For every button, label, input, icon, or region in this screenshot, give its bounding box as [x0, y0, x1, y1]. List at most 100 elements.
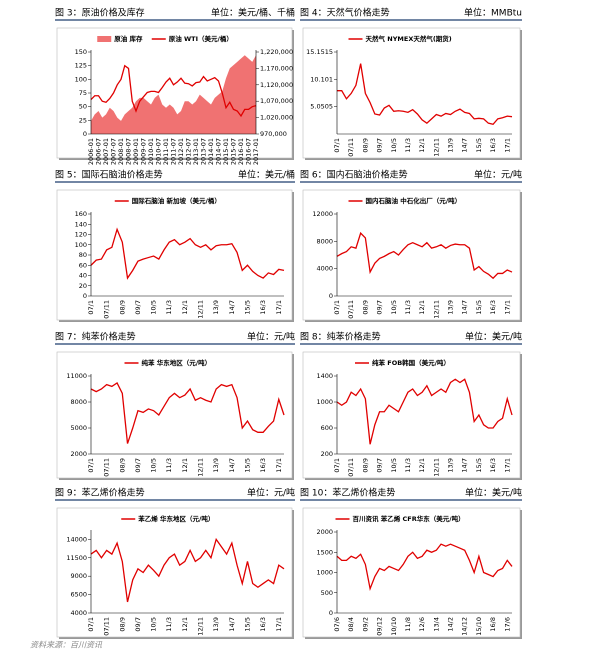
legend-label: 纯苯 FOB韩国（美元/吨）: [372, 358, 450, 367]
figure-unit: 单位：元/吨: [247, 487, 295, 499]
line: [336, 543, 513, 592]
y-tick-label: 0: [83, 292, 87, 300]
x-tick-label: 2010-01: [147, 138, 155, 165]
figure-title: 图 10：苯乙烯价格走势: [300, 487, 395, 499]
x-tick-label: 11/3: [404, 138, 412, 153]
x-tick-label: 14/7: [461, 300, 469, 315]
y-tick-label: 1,020,000: [260, 114, 293, 122]
x-tick-label: 12/11: [197, 300, 205, 319]
x-tick-label: 14/7: [461, 138, 469, 153]
panel: [56, 507, 293, 638]
y-tick-label: 1000: [316, 398, 333, 406]
y-tick-label: 150: [75, 48, 87, 56]
y-tick-label: 2000: [316, 528, 333, 536]
figure-title: 图 9：苯乙烯价格走势: [55, 487, 145, 499]
y-tick-label: 14000: [66, 535, 87, 543]
x-tick-label: 2007-07: [110, 138, 118, 165]
x-tick-label: 12/1: [181, 300, 189, 315]
x-tick-label: 07/1: [333, 300, 341, 315]
figure-unit: 单位：美元/吨: [465, 487, 522, 499]
figure-unit: 单位：MMBtu: [464, 7, 522, 19]
x-tick-label: 09/7: [134, 617, 142, 632]
legend-label: 原油 库存: [114, 34, 143, 43]
x-tick-label: 2011-07: [170, 138, 178, 165]
x-tick-label: 10/10: [390, 617, 398, 636]
x-tick-label: 2014-07: [215, 138, 223, 165]
line: [90, 64, 257, 118]
x-tick-label: 09/7: [376, 138, 384, 153]
x-tick-label: 2013-07: [200, 138, 208, 165]
x-tick-label: 12/11: [432, 138, 440, 157]
x-tick-label: 07/1: [333, 458, 341, 473]
x-tick-label: 08/9: [118, 617, 126, 632]
x-tick-label: 16/3: [489, 458, 497, 473]
y-tick-label: 0: [329, 609, 333, 617]
x-tick-label: 15/5: [243, 617, 251, 632]
y-tick-label: 75: [79, 89, 87, 97]
y-tick-label: 125: [75, 62, 87, 70]
y-tick-label: 6500: [70, 591, 87, 599]
x-tick-label: 08/9: [118, 458, 126, 473]
legend-label: 纯苯 华东地区（元/吨）: [142, 358, 212, 367]
x-tick-label: 16/3: [489, 138, 497, 153]
x-tick-label: 07/1: [87, 300, 95, 315]
y-tick-label: 5.0505: [310, 103, 333, 111]
y-tick-label: 4000: [70, 609, 87, 617]
y-tick-label: 600: [321, 424, 333, 432]
x-tick-label: 10/5: [390, 300, 398, 315]
x-tick-label: 17/1: [275, 458, 283, 473]
x-tick-label: 12/1: [418, 138, 426, 153]
x-tick-label: 13/9: [447, 458, 455, 473]
y-tick-label: 80: [79, 251, 87, 259]
y-tick-label: 100: [75, 241, 87, 249]
x-tick-label: 2015-01: [222, 138, 230, 165]
x-tick-label: 15/5: [243, 458, 251, 473]
x-tick-label: 07/1: [333, 138, 341, 153]
x-tick-label: 11/3: [165, 458, 173, 473]
figure-unit: 单位：元/吨: [474, 169, 522, 181]
figure-title: 图 4：天然气价格走势: [300, 7, 390, 19]
line: [337, 63, 513, 125]
x-tick-label: 2012-07: [185, 138, 193, 165]
x-tick-label: 2006-01: [87, 138, 95, 165]
x-tick-label: 12/11: [432, 458, 440, 477]
y-tick-label: 100: [75, 75, 87, 83]
x-tick-label: 14/7: [228, 458, 236, 473]
y-tick-label: 140: [75, 220, 87, 228]
x-tick-label: 12/6: [418, 617, 426, 632]
y-tick-label: 1,070,000: [260, 97, 293, 105]
x-tick-label: 16/3: [259, 617, 267, 632]
x-tick-label: 17/1: [275, 617, 283, 632]
area: [91, 55, 256, 134]
y-tick-label: 11000: [66, 372, 87, 380]
line: [336, 378, 513, 445]
x-tick-label: 08/9: [361, 300, 369, 315]
x-tick-label: 09/2: [361, 617, 369, 632]
y-tick-label: 1400: [316, 372, 333, 380]
x-tick-label: 17/1: [275, 300, 283, 315]
legend-label: 国内石脑油 中石化出厂（元/吨）: [366, 196, 462, 205]
x-tick-label: 08/4: [347, 617, 355, 632]
x-tick-label: 14/12: [461, 617, 469, 636]
legend-label: 苯乙烯 华东地区（元/吨）: [137, 514, 214, 523]
x-tick-label: 07/11: [103, 617, 111, 636]
y-tick-label: 15.1515: [306, 48, 333, 56]
y-tick-label: 50: [79, 103, 87, 111]
x-tick-label: 17/1: [503, 138, 511, 153]
figure-unit: 单位：美元/吨: [465, 331, 522, 343]
x-tick-label: 11/3: [165, 300, 173, 315]
line: [336, 231, 513, 280]
x-tick-label: 08/9: [118, 300, 126, 315]
x-tick-label: 14/7: [228, 617, 236, 632]
x-tick-label: 11/3: [165, 617, 173, 632]
x-tick-label: 07/11: [347, 138, 355, 157]
x-tick-label: 2016-07: [245, 138, 253, 165]
x-tick-label: 13/9: [212, 300, 220, 315]
y-tick-label: 1,220,000: [260, 48, 293, 56]
x-tick-label: 07/11: [103, 300, 111, 319]
figure-unit: 单位：元/吨: [247, 331, 295, 343]
x-tick-label: 07/11: [347, 458, 355, 477]
y-tick-label: 4000: [316, 265, 333, 273]
figure-title: 图 6：国内石脑油价格走势: [300, 169, 408, 181]
